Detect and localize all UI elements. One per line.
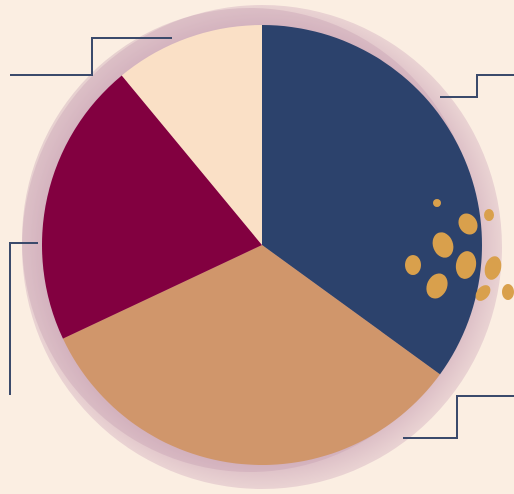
gold-petals xyxy=(405,199,514,301)
pie-slice xyxy=(121,25,262,245)
pie-slice xyxy=(62,245,440,465)
pie xyxy=(42,25,482,465)
pie-slice xyxy=(42,75,262,339)
leader-lines xyxy=(9,37,514,439)
